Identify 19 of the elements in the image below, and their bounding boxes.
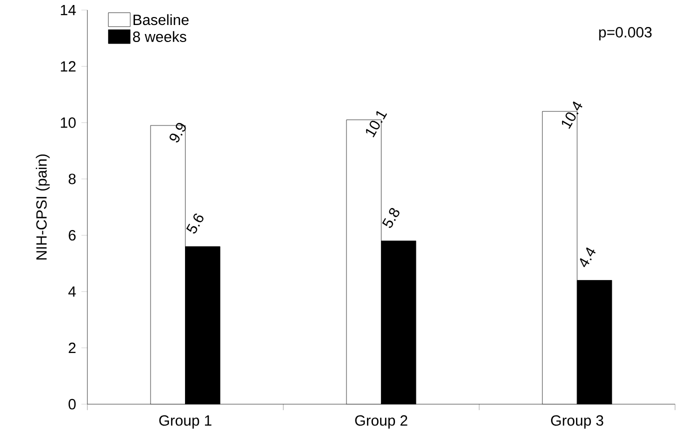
y-tick-label: 2 bbox=[68, 342, 76, 354]
y-tick-label: 0 bbox=[68, 398, 76, 410]
x-tick-label: Group 1 bbox=[159, 415, 212, 429]
x-tick-label: Group 3 bbox=[551, 415, 604, 429]
x-tick-label: Group 2 bbox=[355, 415, 408, 429]
data-label: 5.8 bbox=[382, 208, 400, 228]
data-label: 5.6 bbox=[186, 214, 204, 234]
y-tick-label: 4 bbox=[68, 286, 76, 297]
data-label: 4.4 bbox=[580, 247, 596, 268]
legend-label: 8 weeks bbox=[133, 31, 186, 42]
annotation: p=0.003 bbox=[599, 27, 652, 40]
legend-label: Baseline bbox=[134, 14, 189, 26]
y-axis-title: NIH-CPSI (pain) bbox=[36, 154, 50, 260]
y-tick-label: 6 bbox=[68, 230, 76, 241]
y-tick-label: 8 bbox=[68, 174, 76, 184]
y-tick-label: 14 bbox=[60, 4, 76, 16]
data-label: 9.9 bbox=[170, 122, 186, 142]
y-tick-label: 10 bbox=[60, 117, 76, 128]
y-tick-label: 12 bbox=[60, 61, 76, 72]
